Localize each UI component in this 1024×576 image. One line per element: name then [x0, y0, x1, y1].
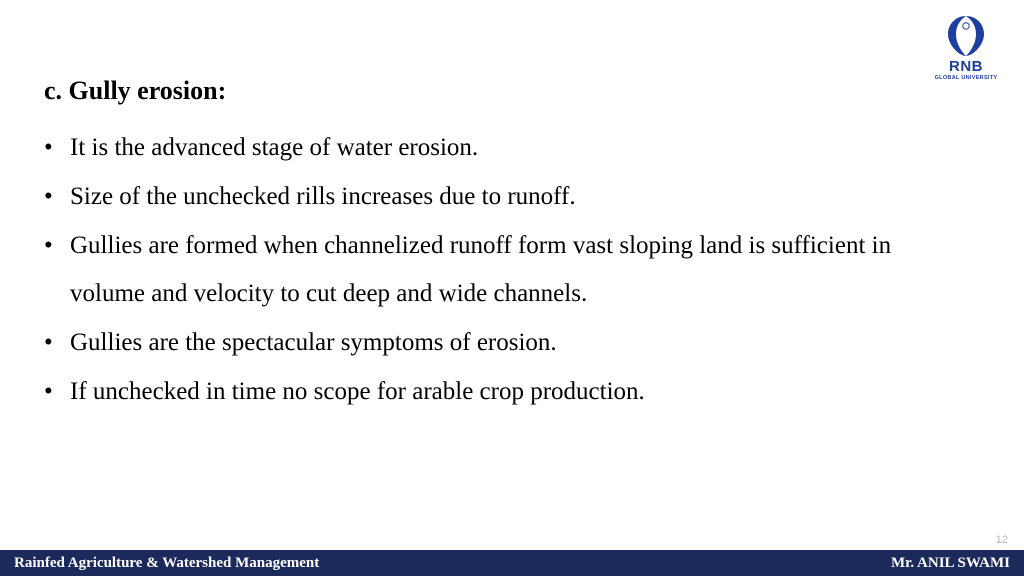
footer-left: Rainfed Agriculture & Watershed Manageme… — [14, 555, 319, 572]
section-heading: c. Gully erosion: — [44, 76, 964, 106]
footer-bar: Rainfed Agriculture & Watershed Manageme… — [0, 550, 1024, 576]
list-item: Size of the unchecked rills increases du… — [44, 173, 964, 222]
university-logo: RNB GLOBAL UNIVERSITY — [932, 12, 1000, 81]
logo-mark-icon — [942, 12, 990, 60]
list-item: It is the advanced stage of water erosio… — [44, 124, 964, 173]
slide: RNB GLOBAL UNIVERSITY c. Gully erosion: … — [0, 0, 1024, 576]
logo-text: RNB — [932, 58, 1000, 75]
bullet-list: It is the advanced stage of water erosio… — [44, 124, 964, 417]
footer-right: Mr. ANIL SWAMI — [891, 555, 1010, 572]
slide-content: c. Gully erosion: It is the advanced sta… — [44, 76, 964, 417]
list-item: If unchecked in time no scope for arable… — [44, 368, 964, 417]
list-item: Gullies are formed when channelized runo… — [44, 222, 964, 320]
list-item: Gullies are the spectacular symptoms of … — [44, 319, 964, 368]
page-number: 12 — [996, 534, 1008, 546]
